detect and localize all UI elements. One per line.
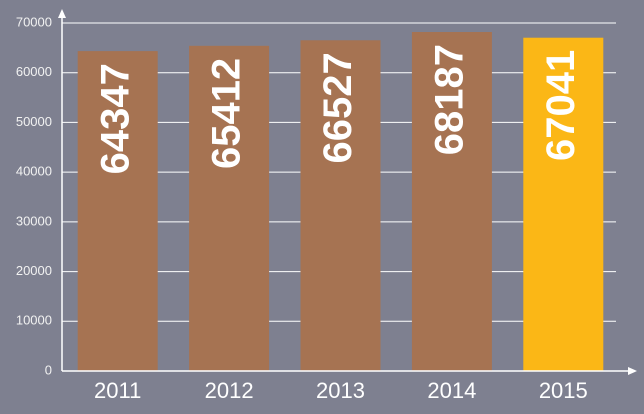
value-label: 66527 bbox=[316, 52, 360, 163]
x-tick-label: 2012 bbox=[205, 378, 254, 403]
y-tick-label: 10000 bbox=[16, 313, 52, 328]
y-tick-label: 50000 bbox=[16, 114, 52, 129]
bar bbox=[523, 37, 604, 372]
bar bbox=[411, 32, 492, 372]
y-tick-label: 40000 bbox=[16, 164, 52, 179]
x-tick-label: 2015 bbox=[539, 378, 588, 403]
x-tick-label: 2011 bbox=[94, 378, 141, 403]
y-tick-label: 60000 bbox=[16, 64, 52, 79]
y-tick-label: 0 bbox=[45, 362, 52, 377]
y-tick-label: 70000 bbox=[16, 14, 52, 29]
value-label: 65412 bbox=[205, 58, 249, 169]
x-axis-arrow bbox=[628, 367, 637, 375]
bar bbox=[189, 45, 270, 372]
value-label: 67041 bbox=[539, 50, 583, 161]
y-tick-label: 30000 bbox=[16, 213, 52, 228]
value-label: 68187 bbox=[427, 44, 471, 155]
value-label: 64347 bbox=[93, 63, 137, 174]
x-tick-label: 2014 bbox=[427, 378, 476, 403]
x-tick-label: 2013 bbox=[316, 378, 365, 403]
bar bbox=[77, 51, 158, 371]
y-axis-arrow bbox=[58, 9, 66, 18]
bar bbox=[300, 40, 381, 371]
y-tick-label: 20000 bbox=[16, 263, 52, 278]
